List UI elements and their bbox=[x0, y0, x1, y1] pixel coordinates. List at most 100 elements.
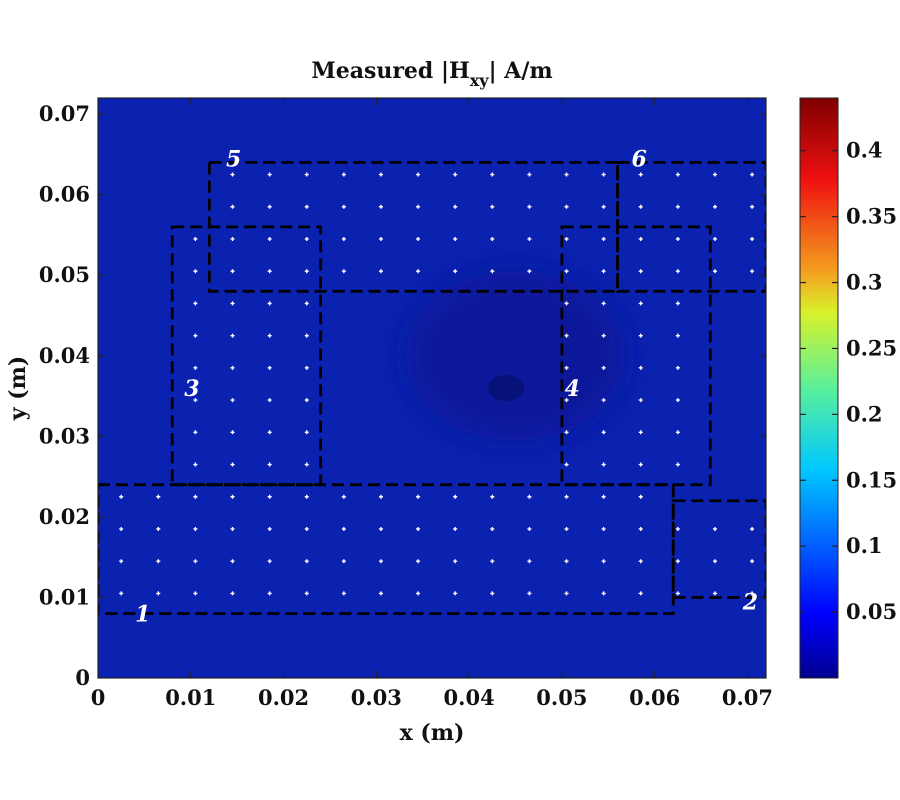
measurement-point bbox=[416, 172, 421, 177]
measurement-point bbox=[675, 333, 680, 338]
measurement-point bbox=[601, 204, 606, 209]
measurement-point bbox=[230, 526, 235, 531]
measurement-point bbox=[341, 559, 346, 564]
measurement-point bbox=[416, 269, 421, 274]
measurement-point bbox=[453, 526, 458, 531]
measurement-point bbox=[675, 398, 680, 403]
measurement-point bbox=[638, 462, 643, 467]
measurement-point bbox=[304, 559, 309, 564]
measurement-point bbox=[378, 591, 383, 596]
measurement-point bbox=[267, 526, 272, 531]
measurement-point bbox=[341, 204, 346, 209]
measurement-point bbox=[564, 301, 569, 306]
measurement-point bbox=[564, 204, 569, 209]
measurement-point bbox=[750, 269, 755, 274]
measurement-point bbox=[453, 172, 458, 177]
measurement-point bbox=[304, 333, 309, 338]
plot-frame bbox=[97, 97, 767, 679]
measurement-point bbox=[527, 526, 532, 531]
measurement-point bbox=[638, 301, 643, 306]
measurement-point bbox=[193, 591, 198, 596]
colorbar-tick-label: 0.05 bbox=[846, 599, 897, 624]
measurement-point bbox=[267, 269, 272, 274]
measurement-point bbox=[564, 526, 569, 531]
measurement-point bbox=[230, 559, 235, 564]
measurement-point bbox=[378, 559, 383, 564]
measurement-point bbox=[119, 494, 124, 499]
title-prefix: Measured |H bbox=[311, 58, 469, 84]
x-axis-label: x (m) bbox=[400, 720, 465, 746]
measurement-point bbox=[638, 398, 643, 403]
measurement-point bbox=[341, 526, 346, 531]
measurement-point bbox=[267, 172, 272, 177]
measurement-point bbox=[675, 204, 680, 209]
x-tick-label: 0.05 bbox=[536, 685, 587, 710]
measurement-point bbox=[304, 365, 309, 370]
region-box-4 bbox=[560, 225, 712, 487]
measurement-point bbox=[341, 236, 346, 241]
measurement-point bbox=[675, 559, 680, 564]
measurement-point bbox=[193, 494, 198, 499]
measurement-point bbox=[675, 301, 680, 306]
y-tick-label: 0.03 bbox=[39, 423, 90, 448]
region-box-3 bbox=[170, 225, 323, 487]
region-label-4: 4 bbox=[565, 376, 580, 402]
region-label-6: 6 bbox=[631, 146, 646, 172]
measurement-point bbox=[267, 333, 272, 338]
measurement-point bbox=[267, 559, 272, 564]
measurement-point bbox=[156, 526, 161, 531]
measurement-point bbox=[527, 236, 532, 241]
measurement-point bbox=[304, 172, 309, 177]
measurement-point bbox=[453, 204, 458, 209]
measurement-point bbox=[341, 172, 346, 177]
measurement-point bbox=[230, 301, 235, 306]
measurement-point bbox=[564, 236, 569, 241]
title-suffix: | A/m bbox=[489, 58, 553, 84]
measurement-point bbox=[601, 365, 606, 370]
y-axis-label: y (m) bbox=[5, 356, 31, 422]
x-tick-label: 0.07 bbox=[722, 685, 773, 710]
measurement-point bbox=[490, 204, 495, 209]
measurement-point bbox=[638, 204, 643, 209]
colorbar-tick-label: 0.35 bbox=[846, 204, 897, 229]
measurement-point bbox=[156, 591, 161, 596]
measurement-point bbox=[675, 236, 680, 241]
measurement-point bbox=[712, 269, 717, 274]
measurement-point bbox=[601, 236, 606, 241]
measurement-point bbox=[416, 236, 421, 241]
colorbar bbox=[799, 97, 839, 679]
region-label-3: 3 bbox=[184, 376, 199, 402]
measurement-point bbox=[119, 591, 124, 596]
measurement-point bbox=[193, 462, 198, 467]
measurement-point bbox=[378, 204, 383, 209]
x-tick-label: 0.03 bbox=[351, 685, 402, 710]
measurement-point bbox=[675, 591, 680, 596]
measurement-point bbox=[341, 269, 346, 274]
measurement-point bbox=[378, 236, 383, 241]
measurement-point bbox=[750, 172, 755, 177]
region-label-1: 1 bbox=[135, 602, 150, 628]
y-tick-label: 0 bbox=[75, 665, 90, 690]
measurement-point bbox=[490, 494, 495, 499]
measurement-point bbox=[378, 172, 383, 177]
colorbar-tick-label: 0.25 bbox=[846, 335, 897, 360]
measurement-point bbox=[638, 333, 643, 338]
measurement-point bbox=[193, 526, 198, 531]
x-tick-label: 0 bbox=[91, 685, 106, 710]
measurement-point bbox=[453, 269, 458, 274]
measurement-point bbox=[564, 333, 569, 338]
measurement-point bbox=[750, 591, 755, 596]
y-tick-label: 0.01 bbox=[39, 584, 90, 609]
measurement-point bbox=[156, 494, 161, 499]
measurement-point bbox=[638, 236, 643, 241]
measurement-point bbox=[230, 398, 235, 403]
colorbar-tick-label: 0.3 bbox=[846, 270, 883, 295]
measurement-point bbox=[490, 236, 495, 241]
region-labels: 1 2 3 4 5 6 bbox=[135, 146, 758, 627]
measurement-point bbox=[750, 526, 755, 531]
measurement-point bbox=[193, 236, 198, 241]
measurement-point bbox=[267, 236, 272, 241]
measurement-point bbox=[341, 591, 346, 596]
measurement-point bbox=[527, 494, 532, 499]
